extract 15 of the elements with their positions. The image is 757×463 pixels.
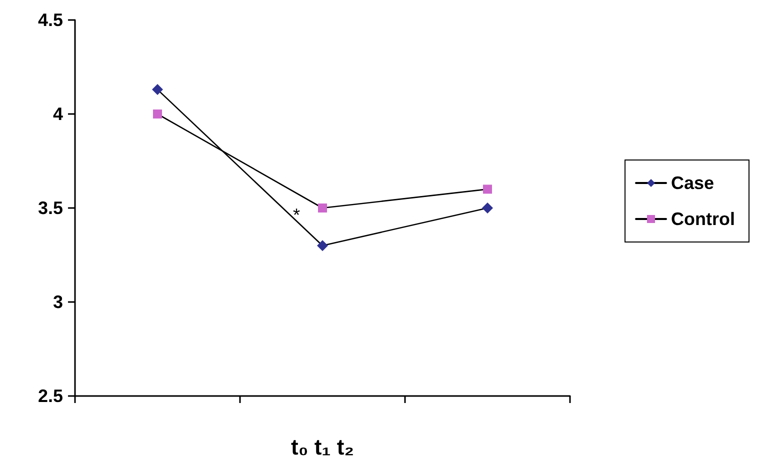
- annotation: *: [293, 205, 300, 225]
- y-tick-label: 4.5: [38, 10, 63, 30]
- legend-label: Control: [671, 209, 735, 229]
- point: [152, 84, 163, 96]
- y-tick-label: 4: [52, 104, 63, 124]
- y-tick-label: 3: [52, 292, 63, 312]
- point: [317, 240, 328, 252]
- point: [153, 110, 162, 118]
- point: [482, 202, 493, 214]
- point: [318, 204, 327, 212]
- point: [483, 184, 492, 194]
- y-tick-label: 2.5: [38, 386, 63, 406]
- legend-label: Case: [671, 173, 714, 193]
- y-tick-label: 3.5: [38, 198, 63, 218]
- x-axis-title: t₀ t₁ t₂: [291, 434, 354, 460]
